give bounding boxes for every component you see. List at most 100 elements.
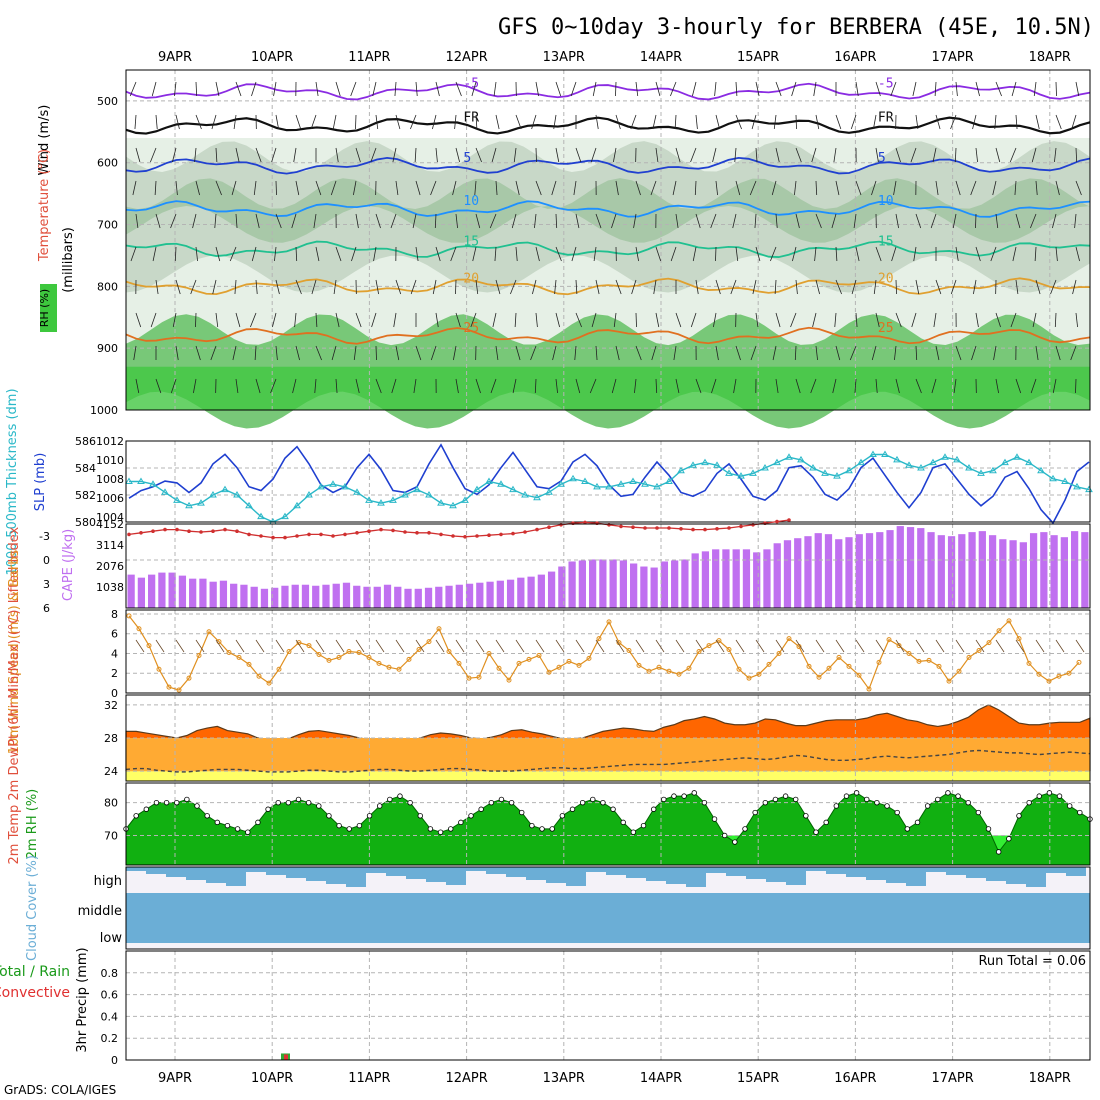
wind-barb [653,279,657,295]
thickness-marker [197,499,205,506]
surface-wind-barb [415,639,425,653]
wind-barb [895,312,902,328]
precip-frame [125,950,1091,1061]
wind-barb [455,378,459,394]
wind-barb [571,246,577,262]
wind-barb [215,312,219,328]
surface-wind-barb [215,639,225,653]
cape-bar [640,566,648,608]
wind-barb [275,180,277,196]
y-axis-label-temperature: Temperature (°C) [37,149,52,262]
wind-barb [975,81,980,97]
wind-barb [715,180,718,196]
lifted-index-marker [403,530,407,534]
wind-barb [310,114,317,130]
wind-barb [655,81,661,97]
wind-barb [812,312,817,328]
thickness-marker [593,482,601,490]
rh-marker [184,796,190,803]
wind-barb [670,246,677,262]
rh-marker [305,799,312,806]
wind-barb [450,246,457,262]
cape-bar [578,560,586,608]
lifted-index-marker [415,531,419,535]
wind-barb [913,246,917,262]
wind-barb [315,345,322,361]
lifted-index-marker [223,527,227,532]
wind-barb [1075,378,1077,394]
temperature-frame [125,694,1091,782]
rh-marker [1056,793,1063,799]
rh-marker [366,813,373,819]
bottom-date-label: 13APR [543,1071,585,1086]
wind-barb [232,345,237,361]
cloud-high-bar [126,867,146,871]
y-tick-label: 4152 [96,518,124,531]
y-tick-label: 32 [104,699,118,712]
wind-barb [211,114,217,130]
rh-marker [224,822,231,829]
thickness-marker [569,474,577,482]
y-tick-label: 1038 [96,581,124,594]
y-tick-label: 1004 [96,511,124,524]
thickness-marker [1049,474,1057,482]
wind-barb [1071,114,1077,130]
rh-marker [478,806,484,812]
wind-barb [395,279,402,295]
rh-marker [508,799,515,806]
wind-barb [935,345,940,361]
wind-barb [551,180,557,196]
wind-barb [255,279,258,295]
surface-wind-barb [755,639,765,653]
isotherm-label: FR [463,111,479,126]
wind-barb [170,378,177,394]
wind-barb [415,180,421,196]
wind-barb [515,345,521,361]
wind-barb [973,279,977,295]
wind-speed-marker [946,678,952,684]
wind-barb [730,279,737,295]
lifted-index-marker [787,518,791,522]
thickness-marker [845,466,853,474]
cape-bar [835,539,843,608]
wind-barb [231,180,237,196]
wind-barb [875,312,880,328]
thickness-marker [761,464,769,471]
wind-barb [393,312,397,328]
wind-barb [195,312,197,328]
cape-bar [712,549,720,608]
wind-barb [934,81,937,97]
wind-barb [932,147,937,163]
wind-barb [635,246,639,262]
cape-bar [660,561,669,608]
wind-barb [875,378,878,394]
wind-barb [455,81,462,97]
wind-speed-marker [506,677,512,683]
wind-barb [975,213,977,229]
credit-label: GrADS: COLA/IGES [4,1083,116,1097]
wind-speed-marker [486,650,492,656]
wind-barb [195,345,201,361]
wind-speed-marker [766,661,772,667]
rh-marker [772,796,779,803]
cape-bar [332,583,340,608]
wind-speed-marker [706,643,712,649]
cloud-high-bar [686,867,706,887]
wind-barb [775,81,782,97]
thickness-marker [497,480,505,487]
wind-barb [1035,180,1038,196]
wind-barb [515,114,522,130]
wind-barb [295,345,300,361]
wind-barb [815,114,820,130]
surface-wind-barb [255,639,265,653]
cloud-high-bar [566,867,586,886]
rh-marker [529,822,535,829]
surface-wind-barb [395,639,405,653]
wind-barb [151,81,157,97]
cape-bar [209,581,217,608]
cape-bar [865,533,874,608]
cape-bar [742,549,751,608]
wind-barb [813,81,817,97]
wind-barb [152,246,157,262]
rh-marker [204,813,210,819]
